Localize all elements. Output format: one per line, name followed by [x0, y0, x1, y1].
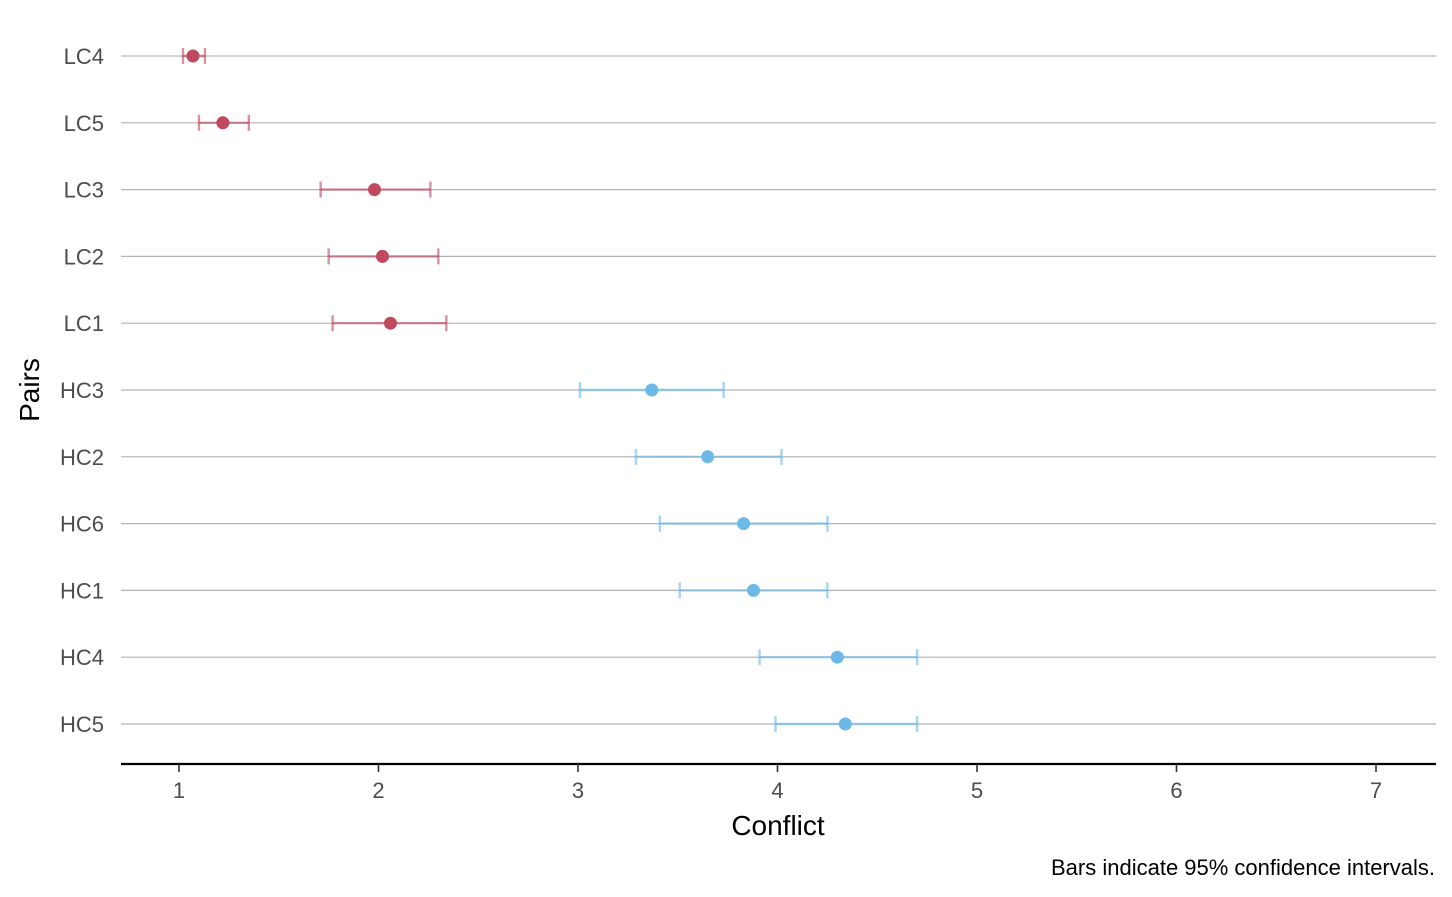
data-point-lc2: [375, 249, 389, 263]
data-point-lc5: [216, 116, 230, 130]
data-point-lc3: [368, 183, 382, 197]
y-tick-label-lc5: LC5: [64, 111, 104, 136]
x-axis-title: Conflict: [731, 810, 825, 841]
x-tick-label-6: 6: [1170, 778, 1182, 803]
y-tick-label-hc2: HC2: [60, 445, 104, 470]
y-tick-label-lc4: LC4: [64, 44, 104, 69]
data-point-lc1: [383, 316, 397, 330]
x-tick-label-2: 2: [372, 778, 384, 803]
y-tick-label-hc1: HC1: [60, 578, 104, 603]
data-point-hc5: [838, 717, 852, 731]
y-tick-label-hc6: HC6: [60, 512, 104, 537]
x-tick-label-1: 1: [173, 778, 185, 803]
y-tick-label-hc4: HC4: [60, 645, 104, 670]
x-axis-ticks: 1 2 3 4 5 6 7: [173, 764, 1382, 803]
data-point-hc1: [747, 583, 761, 597]
data-point-hc6: [737, 517, 751, 531]
y-tick-label-hc5: HC5: [60, 712, 104, 737]
x-tick-label-3: 3: [572, 778, 584, 803]
y-tick-labels: LC4 LC5 LC3 LC2 LC1 HC3 HC2 HC6 HC1 HC4 HC5: [60, 44, 104, 737]
data-point-hc2: [701, 450, 715, 464]
data-point-hc4: [830, 650, 844, 664]
data-point-lc4: [186, 49, 200, 63]
data-points: [186, 49, 852, 731]
x-tick-label-4: 4: [771, 778, 783, 803]
x-tick-label-5: 5: [971, 778, 983, 803]
x-tick-label-7: 7: [1370, 778, 1382, 803]
y-tick-label-hc3: HC3: [60, 378, 104, 403]
y-tick-label-lc2: LC2: [64, 244, 104, 269]
chart-caption: Bars indicate 95% confidence intervals.: [1051, 855, 1435, 880]
y-tick-label-lc1: LC1: [64, 311, 104, 336]
gridlines: [121, 55, 1436, 725]
y-tick-label-lc3: LC3: [64, 178, 104, 203]
data-point-hc3: [645, 383, 659, 397]
y-axis-title: Pairs: [14, 358, 45, 422]
